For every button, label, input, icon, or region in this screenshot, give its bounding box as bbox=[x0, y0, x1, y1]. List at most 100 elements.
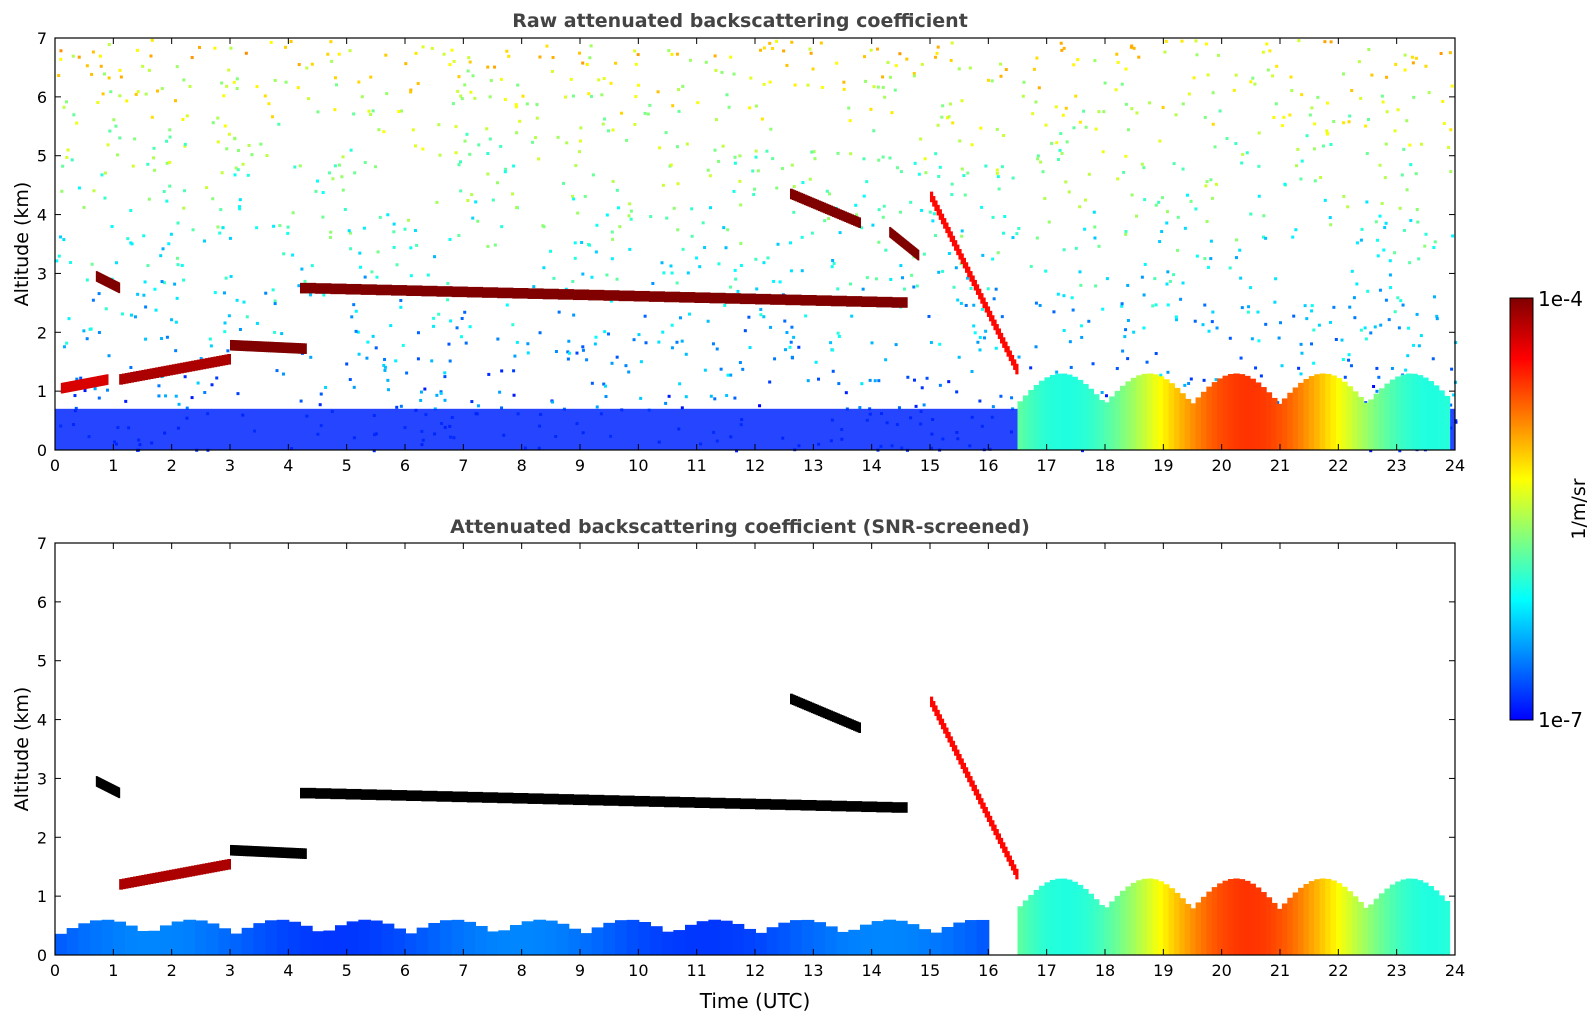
cloud-layer-cell bbox=[755, 293, 772, 305]
cloud-layer-cell bbox=[1008, 855, 1012, 867]
boundary-layer-cell bbox=[311, 931, 325, 955]
noise-cell bbox=[571, 94, 575, 98]
noise-cell bbox=[610, 230, 614, 234]
noise-cell bbox=[328, 171, 332, 175]
noise-cell bbox=[854, 203, 858, 207]
noise-cell bbox=[685, 142, 689, 146]
cloud-layer-cell bbox=[790, 188, 793, 200]
noise-cell bbox=[66, 148, 70, 152]
boundary-layer-cell bbox=[1238, 374, 1246, 450]
cloud-layer-cell bbox=[633, 290, 650, 302]
noise-cell bbox=[932, 212, 936, 216]
noise-cell bbox=[632, 338, 636, 342]
noise-cell bbox=[146, 162, 150, 166]
noise-cell bbox=[811, 67, 815, 71]
noise-cell bbox=[363, 275, 367, 279]
noise-cell bbox=[176, 263, 180, 267]
boundary-layer-cell bbox=[370, 920, 383, 955]
noise-cell bbox=[869, 107, 873, 111]
noise-cell bbox=[356, 330, 360, 334]
snr-x-tick-label: 4 bbox=[283, 961, 293, 980]
cloud-layer-cell bbox=[213, 861, 218, 873]
noise-cell bbox=[165, 199, 169, 203]
noise-cell bbox=[881, 85, 885, 89]
cloud-layer-cell bbox=[79, 379, 82, 390]
cloud-layer-cell bbox=[166, 870, 171, 881]
noise-cell bbox=[226, 349, 230, 353]
cloud-layer-cell bbox=[891, 802, 908, 813]
noise-cell bbox=[1409, 218, 1413, 222]
noise-cell bbox=[860, 226, 864, 230]
noise-cell bbox=[1329, 223, 1333, 227]
snr-x-tick-label: 12 bbox=[745, 961, 765, 980]
noise-cell bbox=[114, 261, 118, 265]
snr-x-tick-label: 13 bbox=[803, 961, 823, 980]
noise-cell bbox=[1393, 310, 1397, 314]
noise-cell bbox=[118, 68, 122, 72]
noise-cell bbox=[804, 314, 808, 318]
snr-x-tick-label: 11 bbox=[686, 961, 706, 980]
cloud-layer-cell bbox=[856, 216, 860, 228]
noise-cell bbox=[973, 331, 977, 335]
noise-cell bbox=[873, 379, 877, 383]
noise-cell bbox=[861, 287, 865, 291]
noise-cell bbox=[790, 40, 794, 44]
noise-cell bbox=[901, 276, 905, 280]
raw-x-tick-label: 21 bbox=[1270, 456, 1290, 475]
noise-cell bbox=[315, 179, 319, 183]
cloud-layer-cell bbox=[146, 368, 151, 380]
noise-cell bbox=[69, 260, 73, 264]
noise-cell bbox=[1172, 162, 1176, 166]
noise-cell bbox=[213, 46, 217, 50]
noise-cell bbox=[713, 397, 717, 401]
noise-cell bbox=[382, 130, 386, 134]
noise-cell bbox=[1050, 141, 1054, 145]
noise-cell bbox=[263, 94, 267, 98]
boundary-layer-cell bbox=[498, 930, 511, 955]
cloud-layer-cell bbox=[169, 364, 173, 376]
boundary-layer-cell bbox=[451, 919, 465, 955]
boundary-layer-cell bbox=[1217, 883, 1224, 955]
noise-cell bbox=[797, 345, 801, 349]
noise-cell bbox=[1166, 270, 1170, 274]
snr-x-tick-label: 9 bbox=[575, 961, 585, 980]
noise-cell bbox=[893, 88, 897, 92]
noise-cell bbox=[1211, 91, 1215, 95]
noise-cell bbox=[1204, 42, 1208, 46]
noise-cell bbox=[1313, 179, 1317, 183]
cloud-layer-cell bbox=[847, 212, 851, 224]
noise-cell bbox=[511, 323, 515, 327]
noise-cell bbox=[888, 75, 892, 79]
boundary-layer-cell bbox=[1044, 377, 1051, 450]
noise-cell bbox=[1234, 256, 1238, 260]
cloud-layer-cell bbox=[832, 711, 835, 722]
noise-cell bbox=[995, 127, 999, 131]
snr-x-tick-label: 7 bbox=[458, 961, 468, 980]
noise-cell bbox=[639, 396, 643, 400]
noise-cell bbox=[1207, 329, 1211, 333]
boundary-layer-cell bbox=[1098, 904, 1105, 955]
noise-cell bbox=[1412, 343, 1416, 347]
noise-cell bbox=[1000, 315, 1004, 319]
cloud-layer-cell bbox=[853, 215, 856, 226]
noise-cell bbox=[236, 149, 240, 153]
noise-cell bbox=[443, 371, 447, 375]
noise-cell bbox=[733, 155, 737, 159]
noise-cell bbox=[1210, 320, 1214, 324]
boundary-layer-cell bbox=[1136, 375, 1143, 450]
cloud-layer-cell bbox=[451, 791, 468, 803]
cloud-layer-cell bbox=[980, 293, 984, 304]
cloud-layer-cell bbox=[846, 717, 849, 728]
boundary-layer-cell bbox=[1362, 402, 1370, 450]
noise-cell bbox=[897, 406, 901, 410]
noise-cell bbox=[960, 99, 964, 103]
noise-cell bbox=[1378, 288, 1382, 292]
noise-cell bbox=[1205, 180, 1209, 184]
cloud-layer-cell bbox=[124, 373, 129, 384]
noise-cell bbox=[888, 156, 892, 160]
noise-cell bbox=[790, 355, 794, 359]
noise-cell bbox=[542, 225, 546, 229]
noise-cell bbox=[1181, 281, 1185, 285]
noise-cell bbox=[404, 62, 408, 66]
noise-cell bbox=[1076, 58, 1080, 62]
